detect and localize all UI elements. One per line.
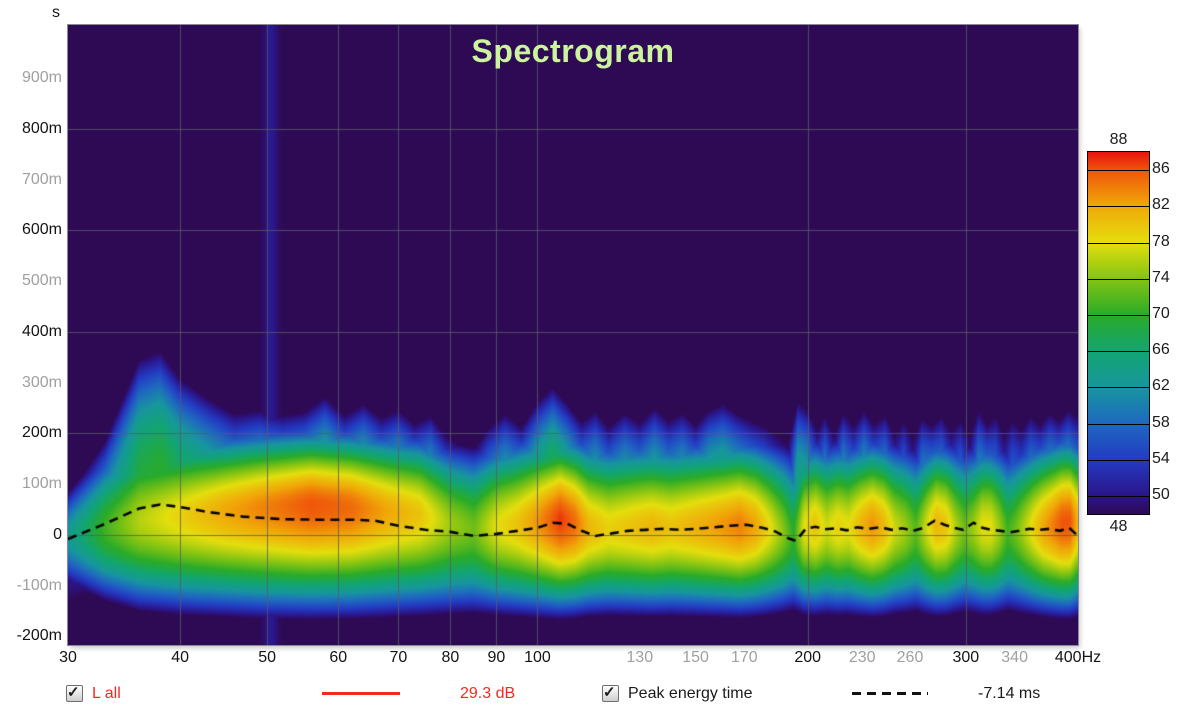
y-tick-label-900m: 900m: [21, 69, 62, 87]
colorbar-label-54: 54: [1152, 449, 1170, 467]
checkmark-icon: ✓: [603, 684, 616, 701]
colorbar-min-label: 48: [1109, 518, 1128, 535]
x-tick-label-200: 200: [794, 649, 822, 666]
x-tick-label-170: 170: [730, 649, 758, 666]
colorbar-tick-78: [1088, 242, 1149, 244]
l-all-line-sample: [322, 692, 400, 695]
colorbar: [1087, 151, 1150, 515]
colorbar-tick-58: [1088, 423, 1149, 425]
colorbar-tick-66: [1088, 351, 1149, 353]
y-tick-label--200m: -200m: [16, 627, 62, 645]
x-tick-label-30: 30: [59, 649, 77, 666]
x-tick-label-80: 80: [441, 649, 460, 666]
colorbar-label-62: 62: [1152, 377, 1170, 395]
l-all-checkbox[interactable]: ✓: [66, 684, 83, 702]
x-tick-label-60: 60: [329, 649, 348, 666]
x-tick-label-340: 340: [1001, 649, 1028, 666]
y-tick-label--100m: -100m: [16, 576, 62, 594]
x-tick-label-150: 150: [682, 649, 709, 666]
y-tick-label-200m: 200m: [21, 424, 62, 442]
colorbar-label-78: 78: [1152, 232, 1170, 250]
y-tick-label-300m: 300m: [21, 373, 62, 391]
colorbar-label-70: 70: [1152, 304, 1170, 322]
colorbar-label-66: 66: [1152, 341, 1170, 359]
colorbar-tick-74: [1088, 278, 1149, 280]
x-tick-label-40: 40: [171, 649, 190, 666]
x-tick-label-100: 100: [524, 649, 551, 666]
peak-energy-label: Peak energy time: [628, 685, 753, 702]
y-tick-label-700m: 700m: [21, 170, 62, 188]
colorbar-label-86: 86: [1152, 160, 1170, 178]
colorbar-tick-50: [1088, 495, 1149, 497]
y-tick-label-100m: 100m: [21, 475, 62, 493]
peak-energy-checkbox[interactable]: ✓: [602, 684, 619, 702]
y-tick-label-800m: 800m: [21, 120, 62, 137]
spectrogram-plot-canvas[interactable]: [67, 24, 1079, 646]
colorbar-tick-54: [1088, 459, 1149, 461]
x-tick-label-260: 260: [896, 649, 924, 666]
x-tick-label-70: 70: [389, 649, 408, 666]
l-all-label: L all: [92, 685, 121, 702]
colorbar-tick-82: [1088, 206, 1149, 208]
x-tick-label-90: 90: [487, 649, 506, 666]
x-tick-label-130: 130: [626, 649, 654, 666]
y-tick-label-500m: 500m: [21, 272, 62, 290]
y-tick-label-400m: 400m: [21, 322, 62, 340]
checkmark-icon: ✓: [67, 684, 80, 701]
peak-energy-value: -7.14 ms: [978, 685, 1041, 702]
x-tick-label-50: 50: [258, 649, 277, 666]
colorbar-label-58: 58: [1152, 413, 1170, 431]
colorbar-label-74: 74: [1152, 268, 1170, 286]
x-tick-label-230: 230: [848, 649, 876, 666]
colorbar-max-label: 88: [1109, 131, 1128, 148]
page-title: Spectrogram: [471, 33, 675, 69]
colorbar-tick-62: [1088, 387, 1149, 389]
colorbar-label-82: 82: [1152, 196, 1170, 214]
peak-energy-line-sample: [852, 692, 928, 695]
y-tick-label-0: 0: [53, 525, 62, 543]
colorbar-tick-86: [1088, 170, 1149, 172]
x-tick-label-400Hz: 400Hz: [1054, 649, 1102, 666]
colorbar-label-50: 50: [1152, 485, 1170, 503]
l-all-value: 29.3 dB: [460, 685, 516, 702]
y-tick-label-600m: 600m: [21, 221, 62, 239]
x-tick-label-300: 300: [952, 649, 980, 666]
y-axis-unit-label: s: [52, 4, 60, 21]
colorbar-tick-70: [1088, 314, 1149, 316]
legend-bar: ✓ L all 29.3 dB ✓ Peak energy time -7.14…: [0, 680, 1200, 716]
